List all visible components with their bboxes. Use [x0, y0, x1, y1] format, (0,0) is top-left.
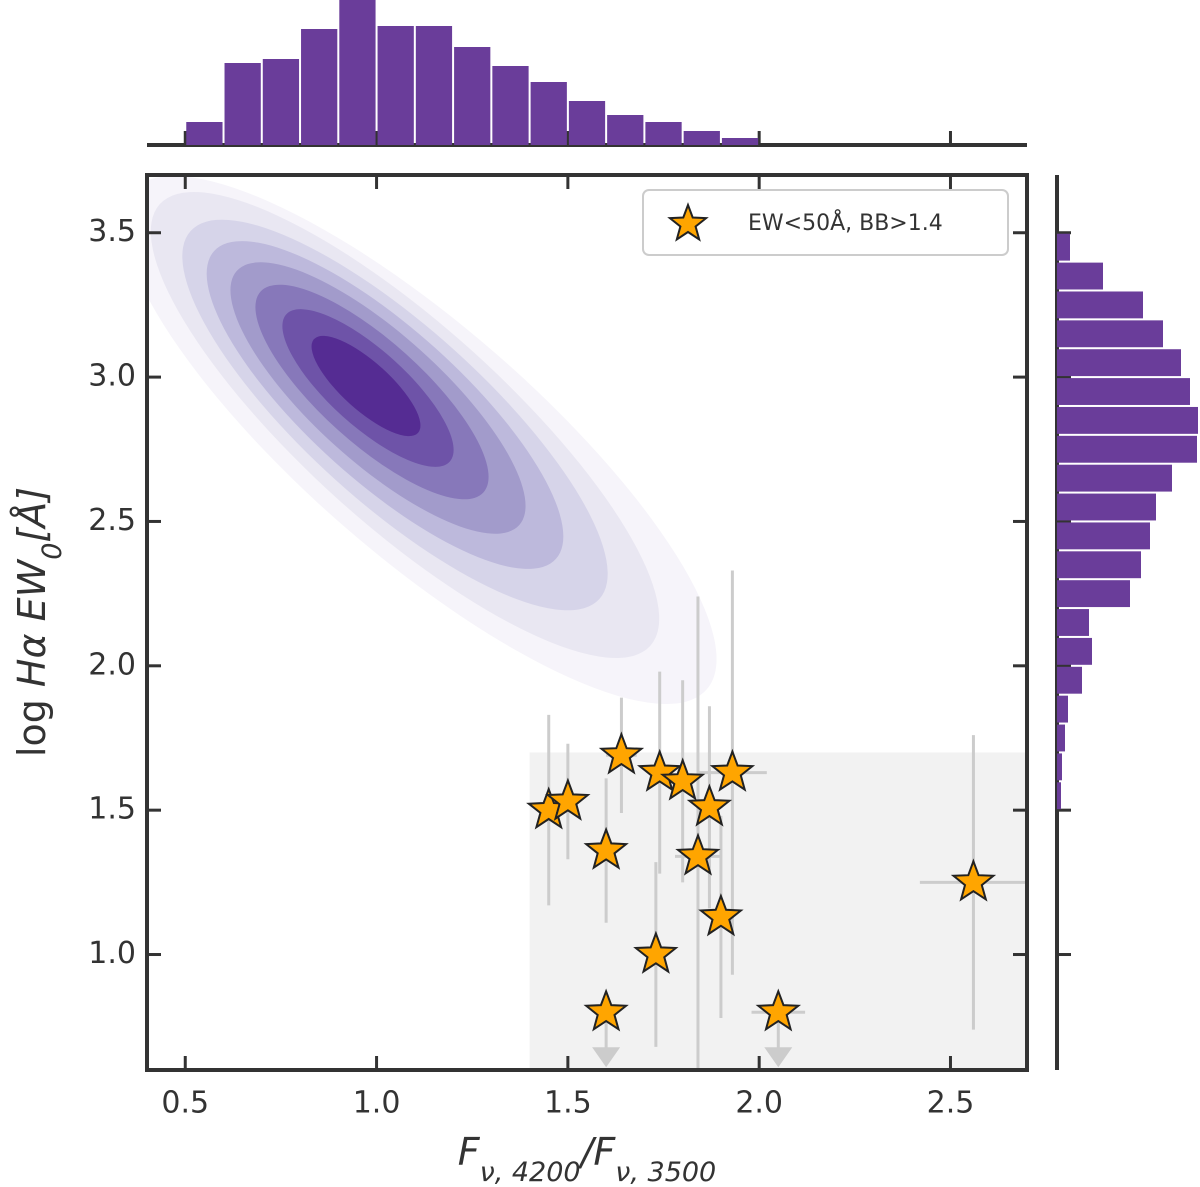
- hist-bar: [492, 66, 529, 145]
- label-part: 0: [37, 543, 68, 560]
- hist-bar: [1057, 493, 1156, 521]
- hist-bar: [1057, 782, 1061, 810]
- hist-bar: [1057, 464, 1172, 492]
- star-point: [598, 731, 645, 775]
- hist-bar: [339, 0, 376, 145]
- hist-bar: [1057, 666, 1082, 694]
- hist-bar: [415, 26, 453, 145]
- y-axis-label: log Hα EW0[Å]: [10, 487, 68, 757]
- x-axis-label: Fν, 4200/Fν, 3500: [458, 1130, 716, 1187]
- hist-bar: [1057, 637, 1092, 665]
- star-point: [950, 858, 997, 902]
- hist-bar: [568, 101, 606, 145]
- hist-bar: [1057, 406, 1198, 434]
- hist-bar: [721, 138, 759, 145]
- hist-bar: [454, 47, 491, 145]
- star-point: [698, 893, 744, 937]
- label-part: ν, 3500: [615, 1157, 716, 1187]
- hist-bar: [1057, 609, 1089, 636]
- x-tick-label: 1.0: [353, 1086, 401, 1121]
- kde-level: [311, 335, 421, 437]
- star-point: [545, 777, 591, 821]
- legend-marker: [667, 202, 709, 242]
- hist-bar: [1057, 580, 1130, 608]
- kde-contours: [147, 176, 717, 704]
- hist-bar: [186, 122, 223, 145]
- hist-bar: [262, 59, 300, 145]
- y-tick-label: 2.0: [88, 647, 136, 682]
- legend-label: EW<50Å, BB>1.4: [748, 209, 943, 236]
- legend-box: [642, 189, 1009, 256]
- star-point: [636, 748, 683, 792]
- legend: EW<50Å, BB>1.4: [642, 189, 1009, 256]
- hist-bar: [1057, 753, 1062, 781]
- label-part: F: [458, 1130, 481, 1174]
- star-point: [583, 826, 629, 870]
- hist-bar: [1057, 522, 1150, 550]
- legend-star: [667, 202, 709, 242]
- hist-bar: [377, 26, 414, 145]
- upper-limit-head: [592, 1047, 621, 1068]
- y-tick-label: 1.5: [88, 792, 136, 827]
- label-part: /F: [578, 1130, 617, 1174]
- hist-bar: [645, 122, 682, 145]
- y-tick-label: 1.0: [88, 936, 136, 971]
- data-layer: [526, 570, 1027, 1070]
- label-part: Hα EW: [10, 558, 54, 687]
- star-point: [755, 988, 802, 1032]
- x-tick-label: 2.5: [927, 1086, 975, 1121]
- upper-limit-head: [764, 1047, 793, 1068]
- star-point: [659, 757, 706, 801]
- hist-bar: [1057, 724, 1065, 752]
- star-point: [675, 832, 721, 876]
- label-part: [Å]: [10, 487, 54, 543]
- hist-bar: [1057, 320, 1163, 348]
- hist-bar: [1057, 262, 1103, 290]
- x-tick-label: 1.5: [544, 1086, 592, 1121]
- hist-bar: [1057, 695, 1068, 723]
- hist-bar: [607, 115, 644, 145]
- hist-bar: [301, 29, 338, 145]
- star-point: [709, 748, 756, 792]
- star-point: [633, 930, 679, 974]
- label-part: ν, 4200: [480, 1157, 581, 1187]
- hist-bar: [1057, 551, 1141, 579]
- star-point: [686, 783, 733, 827]
- hist-bar: [1057, 378, 1190, 405]
- hist-bar: [530, 82, 567, 145]
- label-part: log: [10, 687, 54, 757]
- y-tick-label: 3.5: [88, 214, 136, 249]
- hist-bar: [1057, 349, 1181, 377]
- x-tick-label: 0.5: [161, 1086, 209, 1121]
- star-point: [583, 988, 629, 1032]
- y-tick-label: 3.0: [88, 359, 136, 394]
- y-tick-label: 2.5: [88, 503, 136, 538]
- hist-bar: [1057, 233, 1070, 261]
- hist-bar: [683, 131, 720, 145]
- x-tick-label: 2.0: [735, 1086, 783, 1121]
- plot-frame: [145, 173, 1029, 1072]
- hist-bar: [1057, 291, 1143, 319]
- hist-bar: [224, 63, 261, 145]
- axes-layer: 0.5 1.0 1.5 2.0 2.5 1.0 1.5 2.0 2.5 3.0 3.5: [88, 0, 1198, 1121]
- hist-bar: [1057, 435, 1197, 463]
